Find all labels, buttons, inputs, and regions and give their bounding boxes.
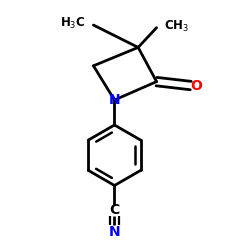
Text: N: N [109, 93, 120, 107]
Text: O: O [190, 78, 202, 92]
Text: C: C [109, 204, 120, 218]
Text: H$_3$C: H$_3$C [60, 16, 86, 31]
Text: CH$_3$: CH$_3$ [164, 19, 190, 34]
Text: N: N [109, 224, 120, 238]
